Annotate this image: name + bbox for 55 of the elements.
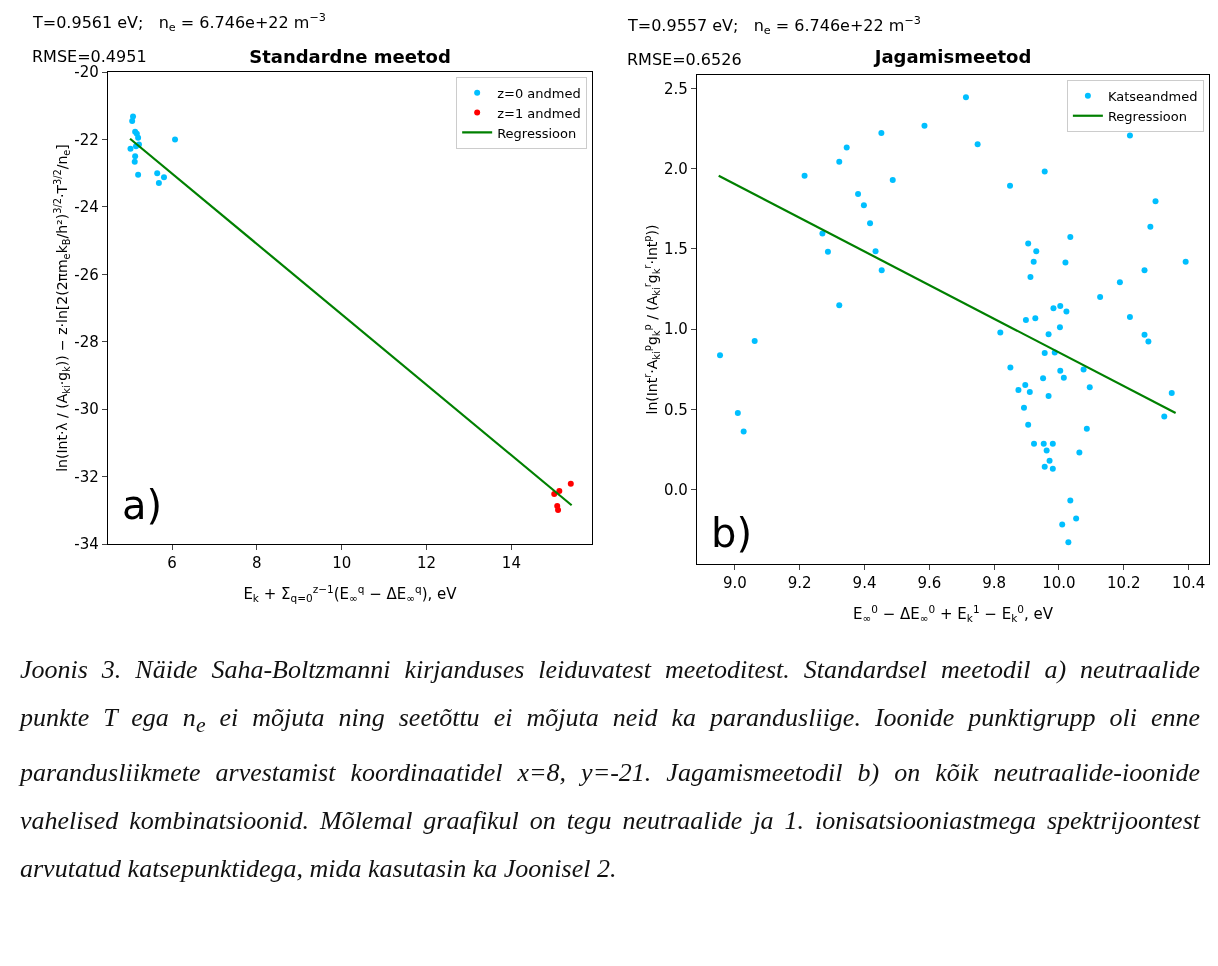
y-tick-label: 2.5 — [663, 79, 688, 98]
point — [155, 179, 162, 186]
legend-label: Regressioon — [497, 125, 577, 141]
text: E$_{∞}$$^{0}$ − ΔE$_{∞}$$^{0}$ + E$_{k}$$^{1}$ − E$_{k}$$^{0}$, eV — [853, 602, 1053, 625]
annotation: b) — [711, 510, 752, 556]
point — [127, 145, 134, 152]
point — [567, 480, 574, 487]
point — [135, 171, 142, 178]
y-tick-label: -20 — [74, 63, 99, 82]
annotation: a) — [122, 482, 163, 528]
x-tick-label: 9.2 — [787, 574, 812, 593]
y-tick-label: 2.0 — [663, 159, 688, 178]
text: Joonis 3. Näide Saha-Boltzmanni kirjanduses leiduvatest meetoditest. Standardsel meetodil a) neutraalide punkte T ega n$_{e}$ ei mõjuta ning seetõttu ei mõjuta neid ka parandusliige. Ioonide punktigrupp oli enne parandusliikmete arvestamist koordinaatidel x=8, y=-21. Jagamismeetodil b) on kõik neutraalide-ioonide vahelised kombinatsioonid. Mõlemal graafikul on tegu neutraalide ja 1. ionisatsiooniastmega spektrijoontest arvutatud katsepunktidega, mida kasutasin ka Joonisel 2. — [20, 654, 1200, 886]
y-tick-label: -34 — [74, 535, 99, 554]
legend-label: Regressioon — [1107, 108, 1187, 124]
y-tick-label: -32 — [74, 467, 99, 486]
x-tick-label: 9.6 — [917, 574, 942, 593]
x-tick-label: 6 — [167, 554, 177, 573]
y-tick-label: 1.5 — [663, 240, 688, 259]
legend-label: z=0 andmed — [497, 85, 581, 101]
y-tick-label: -26 — [74, 265, 99, 284]
chart-title: Standardne meetod — [249, 46, 451, 68]
text: RMSE=0.6526 — [627, 50, 742, 69]
point — [154, 170, 161, 177]
x-tick-label: 9.0 — [722, 574, 747, 593]
x-tick-label: 8 — [252, 554, 262, 573]
y-tick-label: -28 — [74, 332, 99, 351]
text: T=0.9557 eV; n$_{e}$ = 6.746e+22 m$^{−3}$ — [627, 14, 921, 38]
point — [132, 153, 139, 160]
y-tick-label: -30 — [74, 400, 99, 419]
x-tick-label: 10.0 — [1042, 574, 1076, 593]
x-tick-label: 10.4 — [1171, 574, 1206, 593]
x-tick-label: 9.4 — [852, 574, 877, 593]
x-tick-label: 10.2 — [1107, 574, 1141, 593]
y-tick-label: 0.0 — [663, 480, 688, 499]
point — [135, 134, 142, 141]
x-tick-label: 9.8 — [982, 574, 1007, 593]
point — [172, 136, 179, 143]
x-tick-label: 14 — [501, 554, 521, 573]
x-tick-label: 12 — [417, 554, 437, 573]
point — [129, 117, 136, 124]
text: T=0.9561 eV; n$_{e}$ = 6.746e+22 m$^{−3}$ — [32, 11, 326, 35]
y-tick-label: 1.0 — [663, 320, 688, 339]
y-tick-label: -22 — [74, 130, 99, 149]
point — [555, 506, 562, 513]
text: RMSE=0.4951 — [32, 47, 147, 66]
point — [160, 174, 167, 181]
legend-label: z=1 andmed — [497, 105, 581, 121]
y-tick-label: -24 — [74, 198, 99, 217]
x-tick-label: 10 — [332, 554, 352, 573]
text: E$_{k}$ + Σ$_{q=0}$$^{z−1}$(E$_{∞}$$^{q}$ − ΔE$_{∞}$$^{q}$), eV — [243, 582, 457, 605]
chart-title: Jagamismeetod — [872, 46, 1032, 68]
point — [131, 158, 138, 165]
y-tick-label: 0.5 — [663, 400, 688, 419]
legend-label: Katseandmed — [1107, 88, 1198, 104]
